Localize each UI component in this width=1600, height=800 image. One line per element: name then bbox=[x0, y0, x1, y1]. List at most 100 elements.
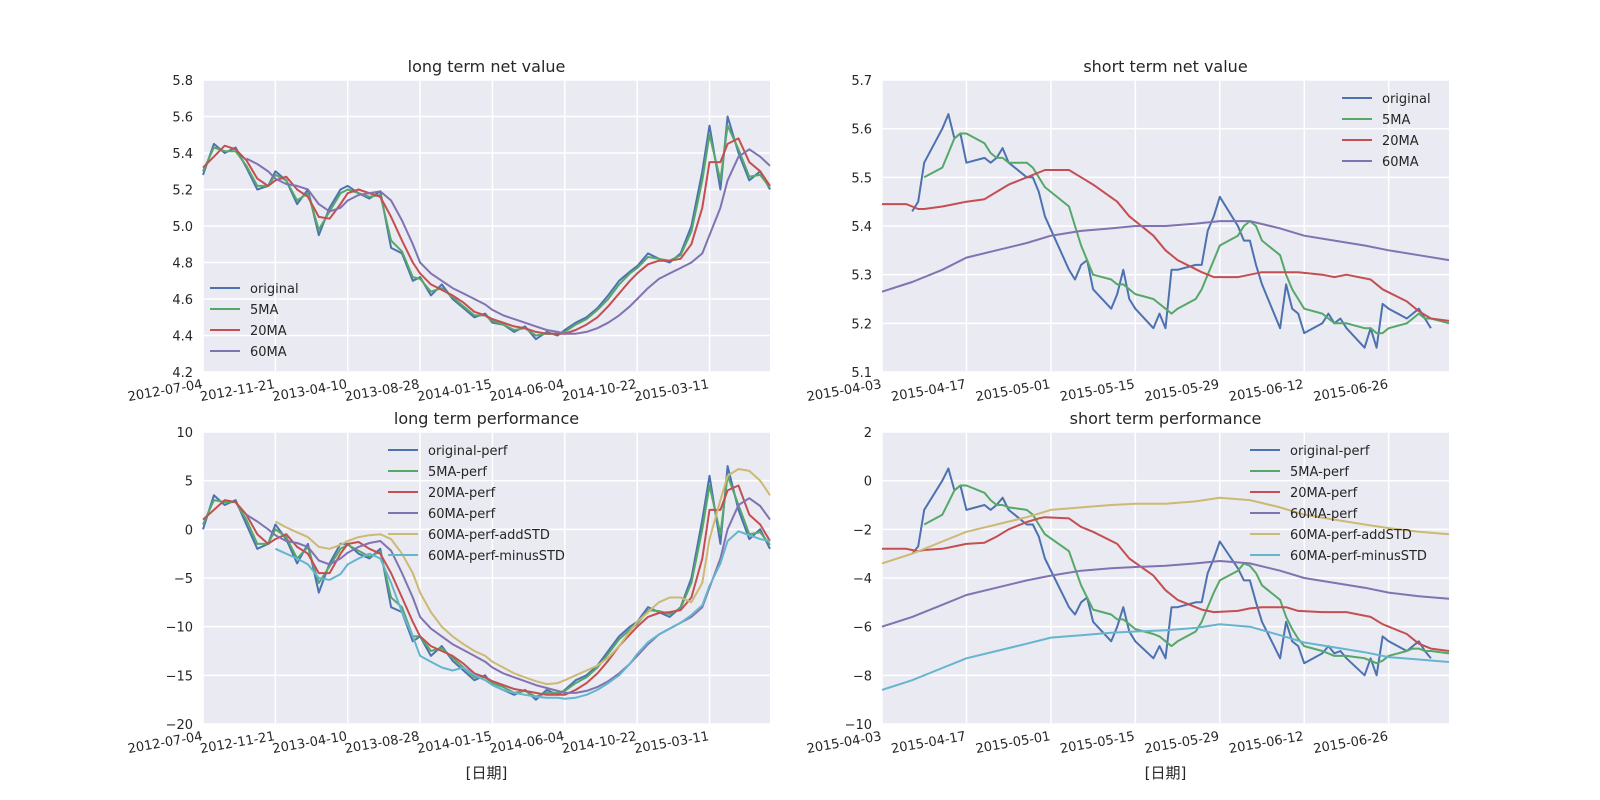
chart-title: long term net value bbox=[408, 57, 566, 76]
chart-panel-1: 5.1 5.2 5.3 5.4 5.5 5.6 5.7 2015-04-03 2015-04-1… bbox=[806, 57, 1450, 405]
y-tick-label: 5.7 bbox=[851, 74, 872, 89]
series-line-60MA bbox=[245, 148, 771, 335]
series-line-5MA-perf bbox=[923, 484, 1450, 665]
x-tick-label: 2015-06-26 bbox=[1312, 377, 1389, 405]
y-tick-label: 5.1 bbox=[851, 366, 872, 381]
x-tick-label: 2013-08-28 bbox=[344, 377, 421, 405]
legend-entry: original-perf bbox=[1290, 444, 1370, 459]
chart-panel-3: −10 −8 −6 −4 −2 0 2 2015-04-03 2015-04-17 2015-05… bbox=[806, 409, 1450, 782]
y-tick-label: −4 bbox=[853, 572, 872, 587]
x-tick-label: 2012-11-21 bbox=[199, 729, 276, 757]
y-tick-label: 5.6 bbox=[172, 111, 193, 126]
y-tick-label: −15 bbox=[166, 669, 193, 684]
x-tick-label: 2015-06-12 bbox=[1228, 377, 1305, 405]
y-tick-label: 4.2 bbox=[172, 366, 193, 381]
y-tick-label: −10 bbox=[166, 621, 193, 636]
y-tick-label: 0 bbox=[185, 523, 193, 538]
x-axis-label: [日期] bbox=[1145, 764, 1187, 782]
x-tick-label: 2015-05-15 bbox=[1059, 377, 1136, 405]
chart-title: long term performance bbox=[394, 409, 579, 428]
series-line-original bbox=[911, 113, 1432, 349]
x-tick-label: 2015-06-26 bbox=[1312, 729, 1389, 757]
series-line-60MA-perf-minusSTD bbox=[881, 623, 1450, 691]
x-tick-label: 2014-10-22 bbox=[561, 729, 638, 757]
x-tick-label: 2013-04-10 bbox=[271, 729, 348, 757]
x-tick-label: 2015-03-11 bbox=[633, 729, 710, 757]
legend: original 5MA 20MA 60MA bbox=[1342, 92, 1431, 170]
y-tick-label: 5.4 bbox=[172, 147, 193, 162]
y-tick-label: 4.6 bbox=[172, 293, 193, 308]
legend-entry: 60MA-perf bbox=[1290, 507, 1358, 522]
x-tick-label: 2015-03-11 bbox=[633, 377, 710, 405]
legend: original-perf 5MA-perf 20MA-perf 60MA-perf 6… bbox=[1250, 444, 1427, 564]
x-tick-label: 2015-06-12 bbox=[1228, 729, 1305, 757]
legend-entry: 60MA-perf bbox=[428, 507, 496, 522]
legend-entry: 20MA-perf bbox=[428, 486, 496, 501]
x-tick-label: 2015-05-15 bbox=[1059, 729, 1136, 757]
legend-entry: 20MA bbox=[250, 324, 287, 339]
legend-entry: 60MA-perf-addSTD bbox=[428, 528, 550, 543]
legend-entry: 60MA-perf-addSTD bbox=[1290, 528, 1412, 543]
legend: original-perf 5MA-perf 20MA-perf 60MA-perf 6… bbox=[388, 444, 565, 564]
x-tick-label: 2015-04-17 bbox=[890, 377, 967, 405]
x-tick-label: 2015-04-03 bbox=[806, 377, 883, 405]
y-tick-label: 5.2 bbox=[172, 184, 193, 199]
y-tick-label: −8 bbox=[853, 669, 872, 684]
x-axis-label: [日期] bbox=[466, 764, 508, 782]
chart-panel-2: −20−15−10−505102012-07-042012-11-212013-… bbox=[127, 409, 771, 782]
legend-entry: 60MA bbox=[250, 345, 287, 360]
x-tick-label: 2013-08-28 bbox=[344, 729, 421, 757]
series-line-60MA-perf-addSTD bbox=[274, 468, 771, 686]
legend-entry: 20MA-perf bbox=[1290, 486, 1358, 501]
x-tick-label: 2012-07-04 bbox=[127, 729, 204, 757]
series-line-60MA-perf-minusSTD bbox=[274, 530, 771, 700]
legend-entry: 60MA-perf-minusSTD bbox=[1290, 549, 1427, 564]
y-tick-label: 2 bbox=[864, 426, 872, 441]
series-line-20MA-perf bbox=[202, 484, 771, 696]
y-tick-label: −10 bbox=[845, 718, 872, 733]
x-tick-label: 2015-05-01 bbox=[975, 377, 1052, 405]
x-tick-label: 2013-04-10 bbox=[271, 377, 348, 405]
y-tick-label: 5.5 bbox=[851, 171, 872, 186]
y-tick-label: −20 bbox=[166, 718, 193, 733]
x-tick-label: 2014-01-15 bbox=[416, 729, 493, 757]
y-tick-label: 5.4 bbox=[851, 220, 872, 235]
legend-entry: 20MA bbox=[1382, 134, 1419, 149]
x-tick-label: 2015-05-01 bbox=[975, 729, 1052, 757]
x-tick-label: 2014-06-04 bbox=[488, 729, 565, 757]
y-tick-label: 5.3 bbox=[851, 269, 872, 284]
series-line-5MA bbox=[923, 132, 1450, 335]
y-tick-label: 4.4 bbox=[172, 330, 193, 345]
legend-entry: original bbox=[250, 282, 299, 297]
x-tick-label: 2015-05-29 bbox=[1143, 377, 1220, 405]
series-line-20MA bbox=[202, 137, 771, 335]
y-tick-label: 5.0 bbox=[172, 220, 193, 235]
y-tick-label: −6 bbox=[853, 621, 872, 636]
legend-entry: 5MA bbox=[250, 303, 278, 318]
y-tick-label: 5 bbox=[185, 475, 193, 490]
legend-entry: original bbox=[1382, 92, 1431, 107]
x-tick-label: 2012-11-21 bbox=[199, 377, 276, 405]
y-tick-label: 10 bbox=[176, 426, 193, 441]
legend-entry: 60MA bbox=[1382, 155, 1419, 170]
legend-entry: 5MA-perf bbox=[1290, 465, 1349, 480]
legend-entry: 5MA bbox=[1382, 113, 1410, 128]
x-tick-label: 2015-05-29 bbox=[1143, 729, 1220, 757]
y-tick-label: 4.8 bbox=[172, 257, 193, 272]
x-tick-label: 2012-07-04 bbox=[127, 377, 204, 405]
x-tick-label: 2014-01-15 bbox=[416, 377, 493, 405]
legend-entry: 5MA-perf bbox=[428, 465, 487, 480]
y-tick-label: −2 bbox=[853, 523, 872, 538]
y-tick-label: 5.8 bbox=[172, 74, 193, 89]
y-tick-label: 5.6 bbox=[851, 123, 872, 138]
chart-title: short term performance bbox=[1070, 409, 1262, 428]
x-tick-label: 2014-06-04 bbox=[488, 377, 565, 405]
x-tick-label: 2015-04-03 bbox=[806, 729, 883, 757]
y-tick-label: 0 bbox=[864, 475, 872, 490]
series-line-original-perf bbox=[911, 467, 1432, 677]
x-tick-label: 2014-10-22 bbox=[561, 377, 638, 405]
legend-entry: 60MA-perf-minusSTD bbox=[428, 549, 565, 564]
series-line-60MA bbox=[881, 220, 1450, 293]
chart-title: short term net value bbox=[1083, 57, 1247, 76]
